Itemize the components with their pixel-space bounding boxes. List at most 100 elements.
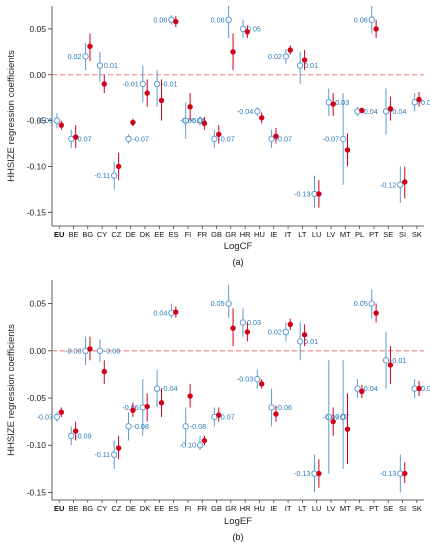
data-label-sk: -0.03: [419, 98, 430, 107]
filled-point-lt: [301, 57, 308, 63]
x-tick-label-cy: CY: [97, 504, 107, 513]
x-tick-label-pt: PT: [369, 504, 379, 513]
open-point-hu: [254, 375, 261, 383]
filled-point-mt: [344, 426, 351, 432]
open-point-lv: [325, 413, 332, 421]
filled-point-gb: [216, 412, 222, 418]
x-tick-label-lu: LU: [312, 504, 322, 513]
x-tick-label-ee: EE: [154, 504, 164, 513]
x-tick-label-pl: PL: [355, 504, 364, 513]
open-point-gr: [225, 300, 232, 307]
filled-point-ee: [158, 97, 165, 104]
open-point-se: [382, 357, 390, 364]
open-point-cz: [110, 172, 118, 179]
open-point-fi: [182, 117, 189, 124]
open-point-cy: [96, 62, 104, 69]
chart-panel-1: 0.05 0.00 -0.05 -0.10 -0.15 HHSIZE regression…: [6, 6, 430, 267]
filled-point-dk: [144, 403, 150, 410]
data-label-dk: -0.06: [122, 403, 138, 412]
open-point-fr: [196, 442, 204, 449]
filled-point-bg: [87, 346, 93, 352]
x-tick-label-eu: EU: [54, 230, 64, 239]
data-label-hu: -0.03: [237, 375, 253, 384]
open-point-ie: [268, 404, 275, 411]
y-axis-label: HHSIZE regression coefficients: [6, 50, 17, 182]
open-point-lt: [296, 338, 304, 345]
data-label-es: 0.06: [153, 15, 167, 24]
open-point-ie: [268, 135, 275, 143]
filled-point-be: [72, 428, 79, 434]
y-tick-label: -0.15: [27, 487, 47, 497]
y-tick-label: -0.10: [27, 440, 47, 450]
x-tick-label-de: DE: [125, 230, 135, 239]
data-label-es: 0.04: [153, 309, 167, 318]
data-label-lt: 0.01: [304, 61, 318, 70]
filled-point-sk: [416, 385, 422, 392]
open-point-eu: [53, 117, 61, 124]
open-point-si: [397, 181, 404, 188]
open-point-cy: [96, 347, 104, 355]
open-point-it: [282, 53, 290, 60]
x-tick-label-lt: LT: [298, 230, 307, 239]
open-point-pl: [354, 385, 361, 392]
filled-point-fr: [201, 120, 208, 127]
data-label-hu: -0.04: [237, 107, 253, 116]
open-point-hu: [254, 108, 261, 115]
x-tick-label-cy: CY: [97, 230, 107, 239]
data-label-fi: -0.05: [190, 116, 206, 125]
data-label-mt: -0.07: [323, 134, 339, 143]
open-point-hr: [239, 319, 247, 326]
data-label-pt: 0.05: [354, 299, 368, 308]
filled-point-si: [402, 470, 408, 477]
filled-point-gr: [230, 325, 236, 331]
filled-point-pt: [373, 26, 379, 32]
filled-point-ee: [158, 400, 165, 406]
open-point-be: [68, 432, 75, 439]
open-point-mt: [339, 413, 347, 421]
data-label-gb: -0.07: [218, 134, 234, 143]
open-point-fi: [182, 423, 189, 430]
data-label-si: -0.13: [380, 469, 396, 478]
x-tick-label-pl: PL: [355, 230, 364, 239]
x-tick-label-se: SE: [383, 230, 393, 239]
data-label-lu: -0.13: [294, 469, 310, 478]
data-label-pl: -0.04: [361, 384, 377, 393]
filled-point-si: [402, 179, 408, 185]
filled-point-gr: [230, 49, 236, 55]
x-tick-label-eu: EU: [54, 504, 64, 513]
data-label-si: -0.12: [380, 180, 396, 189]
data-label-pl: -0.04: [361, 107, 377, 116]
x-tick-label-es: ES: [169, 230, 179, 239]
open-point-ee: [153, 385, 161, 392]
filled-point-se: [387, 362, 394, 368]
x-tick-label-hu: HU: [254, 230, 265, 239]
x-tick-label-fr: FR: [197, 504, 208, 513]
data-label-cz: -0.11: [94, 171, 110, 180]
filled-point-fi: [187, 393, 193, 399]
data-label-hr: 0.05: [247, 24, 261, 33]
data-label-ie: -0.06: [276, 403, 292, 412]
open-point-lt: [296, 62, 304, 69]
y-tick-label: -0.15: [27, 207, 47, 217]
open-point-gr: [225, 16, 232, 23]
panel-label: (b): [233, 532, 244, 542]
x-tick-label-gb: GB: [211, 504, 222, 513]
data-label-lv: -0.07: [333, 412, 349, 421]
panel-label: (a): [233, 257, 244, 267]
open-point-it: [282, 328, 290, 336]
data-label-pt: 0.06: [354, 15, 368, 24]
open-point-cz: [110, 451, 118, 458]
open-point-pt: [368, 300, 375, 307]
data-label-fr: -0.10: [180, 441, 196, 450]
open-point-de: [125, 423, 132, 430]
y-tick-label: -0.05: [27, 116, 47, 126]
filled-point-lt: [301, 332, 308, 338]
filled-point-it: [287, 321, 293, 328]
filled-point-eu: [58, 409, 65, 415]
open-point-sk: [411, 99, 418, 106]
x-tick-label-fi: FI: [185, 504, 192, 513]
filled-point-hr: [244, 329, 251, 335]
data-label-ie: -0.07: [276, 134, 292, 143]
x-tick-label-sk: SK: [412, 504, 422, 513]
data-label-be: -0.07: [75, 134, 91, 143]
